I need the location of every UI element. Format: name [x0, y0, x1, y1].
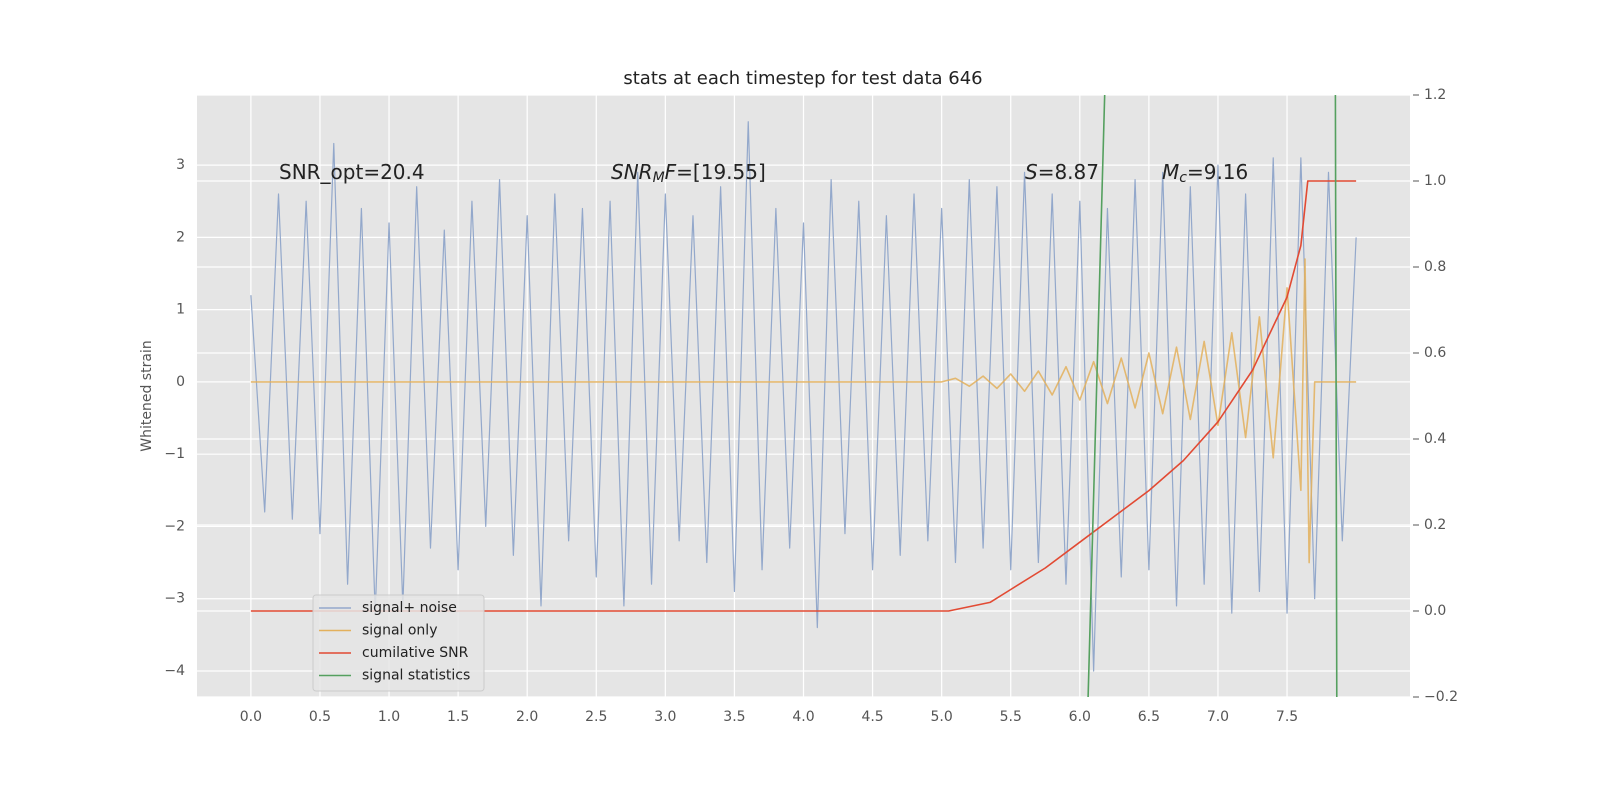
annotation-part: =8.87	[1038, 160, 1099, 184]
y-tick-label: −1	[164, 446, 185, 462]
x-tick-label: 7.5	[1276, 709, 1298, 725]
legend-label: cumilative SNR	[362, 645, 469, 661]
y2-tick-label: 0.4	[1424, 431, 1446, 447]
y-tick-label: −3	[164, 591, 185, 607]
annotation-part: c	[1179, 170, 1187, 186]
series-line	[250, 258, 1357, 564]
marks	[250, 94, 1357, 698]
grid	[197, 94, 1410, 698]
y2-tick-label: 0.2	[1424, 517, 1446, 533]
y-tick-label: −4	[164, 663, 185, 679]
annotation-part: =[19.55]	[676, 160, 766, 184]
annotation-part: SNR	[611, 160, 653, 184]
y-tick-label: 3	[176, 157, 185, 173]
series-line	[250, 180, 1357, 612]
y-tick-label: 1	[176, 302, 185, 318]
y2-tick-label: 0.6	[1424, 345, 1446, 361]
y2-tick-label: 1.2	[1424, 87, 1446, 103]
y-tick-label: −2	[164, 518, 185, 534]
chart-title: stats at each timestep for test data 646	[623, 68, 982, 89]
annotation-part: F	[665, 160, 677, 184]
annotation: Mc=9.16	[1162, 160, 1248, 187]
x-tick-label: 4.0	[792, 709, 814, 725]
y-tick-label: 0	[176, 374, 185, 390]
x-tick-label: 1.0	[378, 709, 400, 725]
y-axis-label: Whitened strain	[139, 340, 155, 451]
x-tick-label: 0.0	[240, 709, 262, 725]
x-tick-label: 7.0	[1207, 709, 1229, 725]
legend-label: signal only	[362, 623, 437, 639]
annotation-part: =9.16	[1187, 160, 1248, 184]
y2-tick-label: 1.0	[1424, 173, 1446, 189]
x-tick-label: 6.5	[1138, 709, 1160, 725]
annotation-part: M	[1162, 160, 1179, 184]
annotation-part: M	[653, 170, 665, 186]
annotation-part: SNR_opt=20.4	[279, 160, 425, 184]
x-tick-label: 5.0	[931, 709, 953, 725]
legend-label: signal+ noise	[362, 600, 457, 616]
y2-tick-label: −0.2	[1424, 689, 1458, 705]
x-tick-label: 3.0	[654, 709, 676, 725]
x-tick-label: 6.0	[1069, 709, 1091, 725]
legend-label: signal statistics	[362, 668, 470, 684]
labels: 0.0 0.5 1.0 1.5 2.0 2.5 3.0 3.5 4.0 4.5 5.0 5.5 6.0 6…	[164, 87, 1458, 725]
x-tick-label: 4.5	[861, 709, 883, 725]
annotation-part: S	[1025, 160, 1038, 184]
x-tick-label: 1.5	[447, 709, 469, 725]
annotation: S=8.87	[1025, 160, 1099, 184]
series-line	[1087, 94, 1338, 698]
x-tick-label: 2.0	[516, 709, 538, 725]
x-tick-label: 0.5	[309, 709, 331, 725]
series-line	[250, 121, 1357, 672]
annotation: SNRMF=[19.55]	[611, 160, 766, 187]
y2-tick-label: 0.0	[1424, 603, 1446, 619]
x-tick-label: 2.5	[585, 709, 607, 725]
y-tick-label: 2	[176, 229, 185, 245]
legend-box	[312, 594, 485, 692]
x-tick-label: 3.5	[723, 709, 745, 725]
y2-tick-label: 0.8	[1424, 259, 1446, 275]
x-tick-label: 5.5	[1000, 709, 1022, 725]
annotation: SNR_opt=20.4	[279, 160, 425, 184]
